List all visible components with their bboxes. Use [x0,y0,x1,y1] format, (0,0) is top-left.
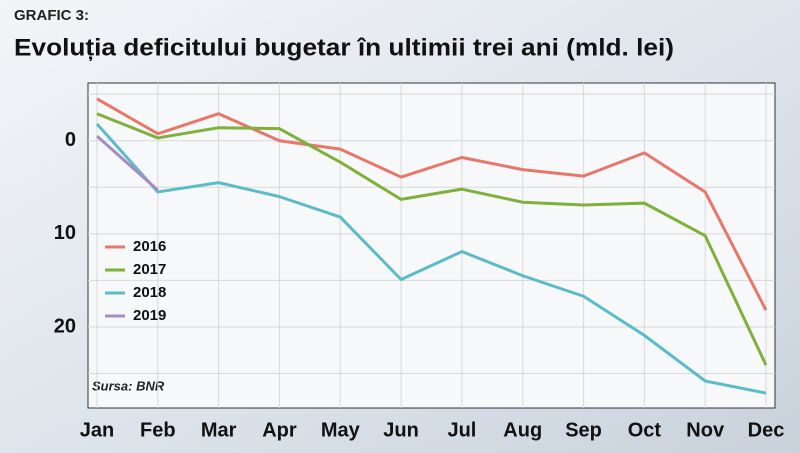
series-line [96,97,768,311]
series-line [96,134,159,192]
y-tick-label: 20 [54,315,76,337]
x-tick-label: Mar [201,419,237,441]
series-line [96,112,768,366]
x-tick-label: Jun [383,419,419,441]
plot-area [87,82,776,409]
legend-label: 2016 [133,238,166,255]
chart-label: GRAFIC 3: [14,7,89,24]
x-tick-label: Feb [140,419,176,441]
legend-label: 2017 [133,261,166,278]
x-tick-label: Jul [447,419,476,441]
legend-label: 2018 [133,284,166,301]
x-tick-label: Aug [503,419,542,441]
x-tick-label: Jan [80,419,114,441]
legend-label: 2019 [133,307,166,324]
y-tick-label: 10 [54,222,76,244]
x-tick-label: May [321,419,361,441]
x-tick-label: Apr [262,419,297,441]
x-tick-label: Sep [565,419,602,441]
x-tick-label: Oct [628,419,662,441]
source: Sursa: BNR [92,378,165,393]
series-line [95,122,767,395]
x-tick-label: Dec [748,419,785,441]
chart-title: Evoluția deficitului bugetar în ultimii … [14,34,674,61]
y-tick-label: 0 [65,129,76,151]
x-tick-label: Nov [686,419,725,441]
